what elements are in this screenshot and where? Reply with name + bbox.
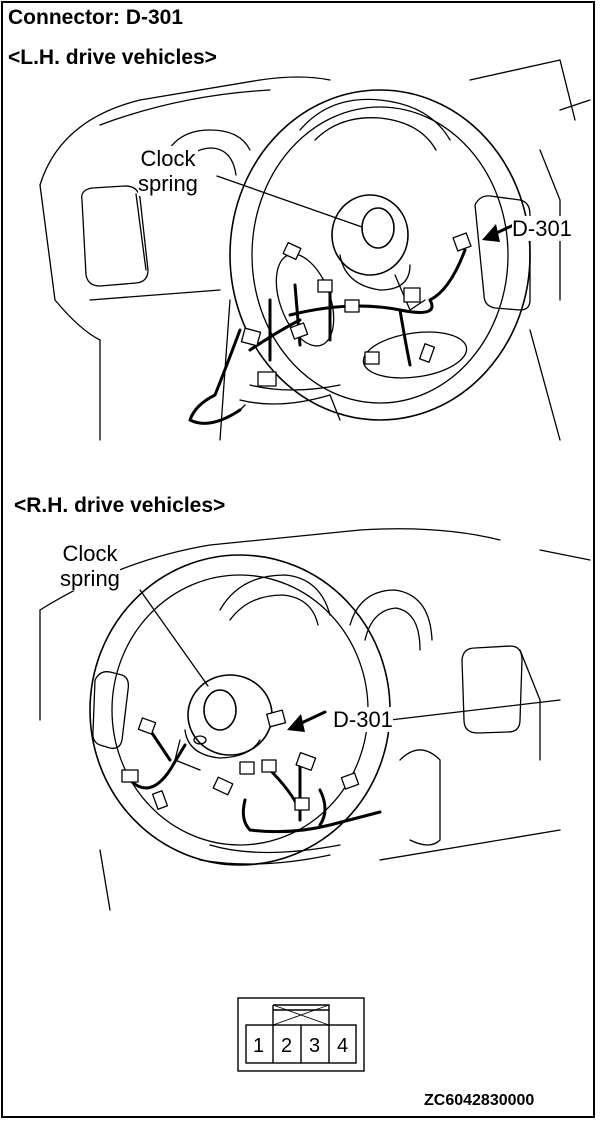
rhd-arrow-head bbox=[287, 714, 305, 732]
pin-4: 4 bbox=[337, 1035, 348, 1057]
page-title: Connector: D-301 bbox=[8, 6, 184, 29]
rhd-dashboard-drawing bbox=[39, 528, 591, 911]
rhd-connector-label: D-301 bbox=[333, 707, 393, 732]
rhd-clock-spring-label: Clock spring bbox=[60, 541, 120, 591]
lhd-dashboard-drawing bbox=[39, 59, 591, 441]
pin-1: 1 bbox=[253, 1035, 264, 1057]
pin-3: 3 bbox=[309, 1035, 320, 1057]
lhd-arrow-head bbox=[482, 224, 500, 242]
lhd-connector-label: D-301 bbox=[512, 216, 572, 241]
connector-face bbox=[237, 997, 365, 1072]
lhd-heading: <L.H. drive vehicles> bbox=[8, 46, 217, 69]
lhd-clock-spring-label: Clock spring bbox=[138, 146, 198, 196]
rhd-heading: <R.H. drive vehicles> bbox=[14, 494, 226, 517]
figure-code: ZC6042830000 bbox=[424, 1092, 535, 1109]
pin-2: 2 bbox=[281, 1035, 292, 1057]
